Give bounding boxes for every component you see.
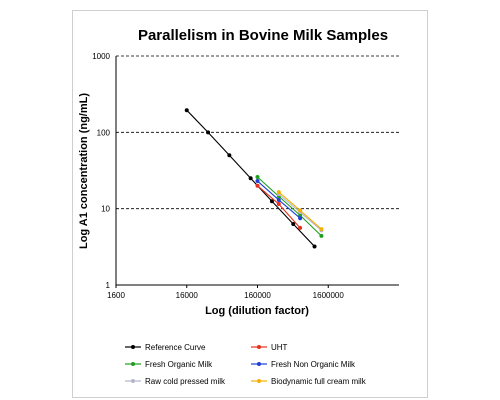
data-point	[255, 179, 260, 184]
legend-label: Reference Curve	[145, 343, 206, 352]
legend-swatch-marker	[131, 345, 135, 349]
y-tick-label: 100	[97, 128, 111, 137]
data-point	[184, 108, 189, 113]
x-axis-title: Log (dilution factor)	[205, 305, 309, 317]
data-point	[319, 227, 324, 232]
legend-label: Biodynamic full cream milk	[271, 377, 367, 386]
chart-svg: Parallelism in Bovine Milk Samples 1 10 10…	[78, 27, 399, 386]
series-line	[257, 176, 322, 237]
series-fresh-organic-milk	[255, 174, 324, 238]
x-tick-label: 160000	[244, 291, 271, 300]
legend-swatch-marker	[131, 362, 135, 366]
x-tick-label: 16000	[176, 291, 199, 300]
data-point	[255, 183, 260, 188]
data-point	[276, 202, 281, 207]
data-point	[255, 174, 260, 179]
data-point	[298, 208, 303, 213]
chart-title: Parallelism in Bovine Milk Samples	[138, 27, 388, 44]
x-tick-label: 1600	[107, 291, 125, 300]
grid-layer	[116, 55, 399, 210]
legend-label: Fresh Non Organic Milk	[271, 360, 356, 369]
chart-card: Parallelism in Bovine Milk Samples 1 10 10…	[72, 10, 428, 398]
series-reference-curve	[184, 108, 317, 249]
legend-item-fresh-organic-milk: Fresh Organic Milk	[125, 360, 213, 369]
legend-label: UHT	[271, 343, 288, 352]
data-point	[291, 221, 296, 226]
data-point	[312, 244, 317, 249]
y-tick-label: 10	[101, 205, 110, 214]
legend-item-fresh-non-organic-milk: Fresh Non Organic Milk	[251, 360, 356, 369]
data-point	[248, 176, 253, 181]
legend-label: Fresh Organic Milk	[145, 360, 213, 369]
data-point	[206, 130, 211, 135]
data-point	[298, 225, 303, 230]
data-point	[227, 153, 232, 158]
legend-swatch-marker	[131, 379, 135, 383]
y-tick-label: 1000	[92, 52, 110, 61]
y-tick-label: 1	[106, 281, 111, 290]
data-point	[276, 190, 281, 195]
series-uht	[255, 183, 303, 230]
legend-swatch-marker	[257, 345, 261, 349]
legend-item-reference-curve: Reference Curve	[125, 343, 206, 352]
legend-item-uht: UHT	[251, 343, 288, 352]
y-axis-title: Log A1 concentration (ng/mL)	[78, 93, 90, 249]
data-point	[269, 199, 274, 204]
legend-label: Raw cold pressed milk	[145, 377, 226, 386]
x-tick-label: 1600000	[313, 291, 345, 300]
series-fresh-non-organic-milk	[255, 179, 303, 221]
legend-item-biodynamic-full-cream-milk: Biodynamic full cream milk	[251, 377, 367, 386]
data-point	[276, 197, 281, 202]
legend-swatch-marker	[257, 379, 261, 383]
series-biodynamic-full-cream-milk	[276, 190, 324, 232]
legend-swatch-marker	[257, 362, 261, 366]
axes-layer	[115, 56, 399, 286]
data-point	[319, 233, 324, 238]
tick-layer: 1 10 100 1000 1600 16000 160000 1600000	[92, 52, 344, 300]
legend-item-raw-cold-pressed-milk: Raw cold pressed milk	[125, 377, 226, 386]
data-point	[298, 216, 303, 221]
legend: Reference Curve UHT Fresh Organic Milk Fres…	[125, 343, 367, 386]
series-layer	[184, 108, 324, 249]
data-point	[298, 213, 303, 218]
